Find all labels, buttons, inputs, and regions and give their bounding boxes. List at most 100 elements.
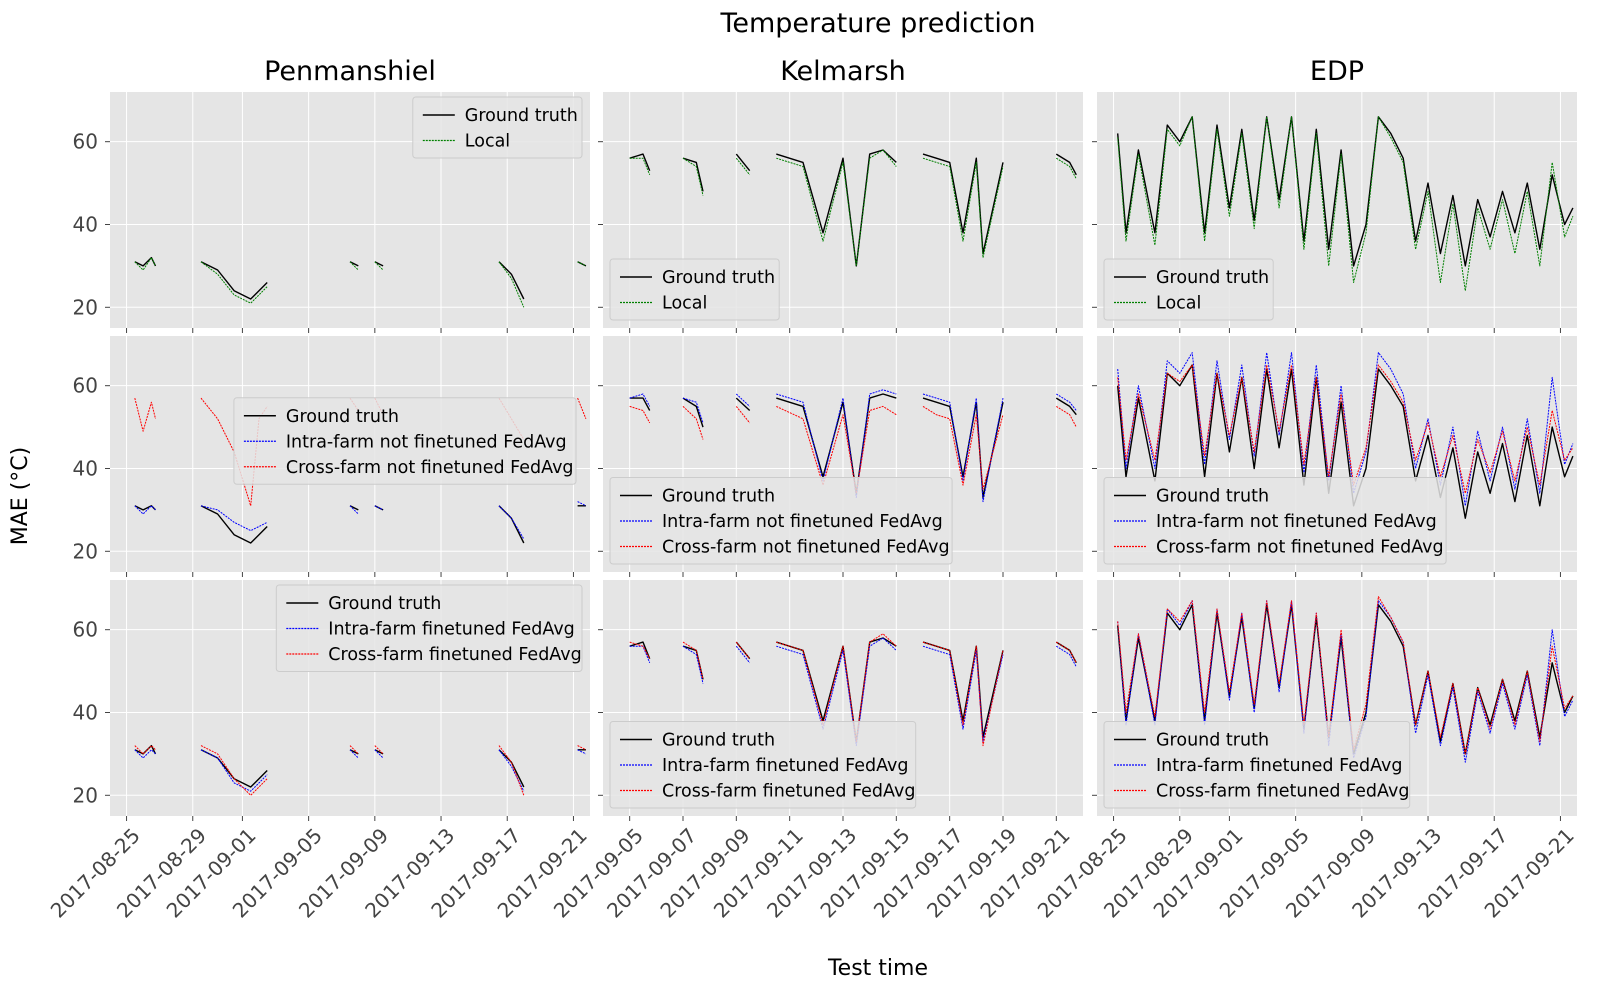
column-title-kelmarsh: Kelmarsh xyxy=(780,56,906,87)
series-line-local xyxy=(629,157,651,175)
series-line-ground-truth xyxy=(200,261,268,300)
series-line-cross-farm-finetuned-fedavg xyxy=(922,641,1004,747)
column-title-edp: EDP xyxy=(1310,56,1364,87)
legend-box xyxy=(275,584,583,672)
legend-box xyxy=(609,258,780,321)
legend-label: Local xyxy=(1156,294,1201,314)
legend-label: Cross-farm not finetuned FedAvg xyxy=(1156,538,1444,558)
legend: Ground truth Intra-farm not finetuned Fed… xyxy=(1103,477,1447,565)
series-line-cross-farm-not-finetuned-fedavg xyxy=(1117,364,1574,494)
series-line-ground-truth xyxy=(682,157,704,192)
series-line-cross-farm-finetuned-fedavg xyxy=(200,745,268,796)
series-line-ground-truth xyxy=(735,153,751,172)
panel-edp-not_finetuned: Ground truth Intra-farm not finetuned Fed… xyxy=(1092,336,1577,577)
panel-edp-finetuned: Ground truth Intra-farm finetuned FedAvg C… xyxy=(1092,580,1577,821)
series-line-intra-farm-not-finetuned-fedavg xyxy=(735,393,751,407)
legend: Ground truth Local xyxy=(609,258,780,321)
y-tick-label: 40 xyxy=(73,456,98,480)
series-line-local xyxy=(200,261,268,304)
series-line-cross-farm-finetuned-fedavg xyxy=(735,641,751,660)
y-tick-label: 40 xyxy=(73,212,98,236)
legend-label: Cross-farm finetuned FedAvg xyxy=(662,782,915,802)
series-line-local xyxy=(735,157,751,176)
legend-label: Ground truth xyxy=(1156,487,1269,507)
legend-label: Ground truth xyxy=(1156,268,1269,288)
series-line-local xyxy=(922,157,1004,259)
series-line-intra-farm-finetuned-fedavg xyxy=(682,645,704,684)
legend-label: Ground truth xyxy=(662,268,775,288)
series-line-cross-farm-finetuned-fedavg xyxy=(1117,596,1574,755)
legend-label: Ground truth xyxy=(662,487,775,507)
series-line-local xyxy=(776,149,897,267)
legend-label: Intra-farm not finetuned FedAvg xyxy=(286,432,567,452)
legend-label: Ground truth xyxy=(1156,731,1269,751)
series-line-ground-truth xyxy=(200,505,268,544)
series-line-ground-truth xyxy=(776,149,897,267)
y-tick-label: 60 xyxy=(73,130,98,154)
legend: Ground truth Intra-farm not finetuned Fed… xyxy=(233,397,577,485)
series-line-ground-truth xyxy=(134,505,156,511)
legend-box xyxy=(412,96,583,159)
legend-label: Cross-farm finetuned FedAvg xyxy=(1156,782,1409,802)
legend-box xyxy=(609,477,953,565)
y-tick-label: 20 xyxy=(73,295,98,319)
series-line-intra-farm-finetuned-fedavg xyxy=(349,749,359,759)
legend: Ground truth Intra-farm finetuned FedAvg C… xyxy=(609,721,917,809)
series-line-intra-farm-not-finetuned-fedavg xyxy=(682,397,704,424)
series-line-local xyxy=(349,261,359,271)
series-line-local xyxy=(374,261,384,271)
y-tick-label: 20 xyxy=(73,539,98,563)
series-line-cross-farm-finetuned-fedavg xyxy=(374,745,384,755)
series-line-local xyxy=(682,157,704,196)
series-line-ground-truth xyxy=(682,397,704,428)
panel-grid: Penmanshiel 20 40 60 Ground truth Local 20 40 60… xyxy=(46,56,1579,922)
series-line-cross-farm-finetuned-fedavg xyxy=(498,745,525,796)
series-line-cross-farm-finetuned-fedavg xyxy=(577,745,587,751)
legend-label: Intra-farm finetuned FedAvg xyxy=(1156,756,1403,776)
series-line-ground-truth xyxy=(629,153,651,171)
series-line-intra-farm-not-finetuned-fedavg xyxy=(776,389,897,498)
y-tick-label: 20 xyxy=(73,783,98,807)
series-line-intra-farm-finetuned-fedavg xyxy=(922,645,1004,742)
y-tick-label: 40 xyxy=(73,700,98,724)
series-line-cross-farm-finetuned-fedavg xyxy=(682,641,704,680)
legend-label: Intra-farm finetuned FedAvg xyxy=(328,620,575,640)
series-line-ground-truth xyxy=(735,397,751,412)
panel-kelmarsh-finetuned: Ground truth Intra-farm finetuned FedAvg C… xyxy=(598,580,1083,821)
series-line-cross-farm-finetuned-fedavg xyxy=(776,633,897,742)
panel-penmanshiel-finetuned: 20 40 60 Ground truth Intra-farm finetuned F… xyxy=(73,580,590,821)
legend-label: Intra-farm not finetuned FedAvg xyxy=(1156,512,1437,532)
series-line-local xyxy=(1056,157,1077,180)
series-line-intra-farm-not-finetuned-fedavg xyxy=(200,505,268,532)
series-line-cross-farm-not-finetuned-fedavg xyxy=(1056,405,1077,428)
legend-box xyxy=(1103,258,1274,321)
y-tick-label: 60 xyxy=(73,374,98,398)
panel-penmanshiel-not_finetuned: 20 40 60 Ground truth Intra-farm not finetun… xyxy=(73,336,590,577)
series-line-ground-truth xyxy=(629,641,651,659)
series-line-intra-farm-finetuned-fedavg xyxy=(735,645,751,664)
y-tick-label: 60 xyxy=(73,618,98,642)
legend: Ground truth Intra-farm not finetuned Fed… xyxy=(609,477,953,565)
series-line-ground-truth xyxy=(498,749,525,788)
series-line-cross-farm-not-finetuned-fedavg xyxy=(134,397,156,432)
series-line-ground-truth xyxy=(134,744,157,755)
legend: Ground truth Intra-farm finetuned FedAvg C… xyxy=(275,584,583,672)
series-line-ground-truth xyxy=(629,397,651,411)
series-line-intra-farm-not-finetuned-fedavg xyxy=(577,501,587,507)
legend-label: Cross-farm finetuned FedAvg xyxy=(328,645,581,665)
series-line-intra-farm-finetuned-fedavg xyxy=(776,637,897,747)
series-line-ground-truth xyxy=(1055,153,1077,176)
y-axis-label: MAE (°C) xyxy=(8,447,33,545)
legend-box xyxy=(1103,721,1411,809)
series-line-cross-farm-not-finetuned-fedavg xyxy=(776,405,897,494)
series-line-intra-farm-not-finetuned-fedavg xyxy=(498,505,525,540)
legend: Ground truth Local xyxy=(412,96,583,159)
x-axis-label: Test time xyxy=(827,956,928,981)
legend-box xyxy=(1103,477,1447,565)
series-line-cross-farm-not-finetuned-fedavg xyxy=(922,405,1004,490)
legend-label: Cross-farm not finetuned FedAvg xyxy=(662,538,950,558)
legend-label: Ground truth xyxy=(662,731,775,751)
legend-label: Ground truth xyxy=(465,106,578,126)
series-line-ground-truth xyxy=(1055,397,1077,416)
legend-label: Intra-farm not finetuned FedAvg xyxy=(662,512,943,532)
